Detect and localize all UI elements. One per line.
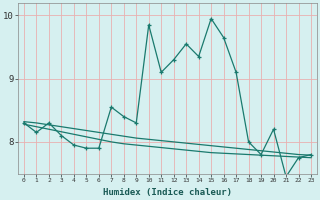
X-axis label: Humidex (Indice chaleur): Humidex (Indice chaleur) [103, 188, 232, 197]
